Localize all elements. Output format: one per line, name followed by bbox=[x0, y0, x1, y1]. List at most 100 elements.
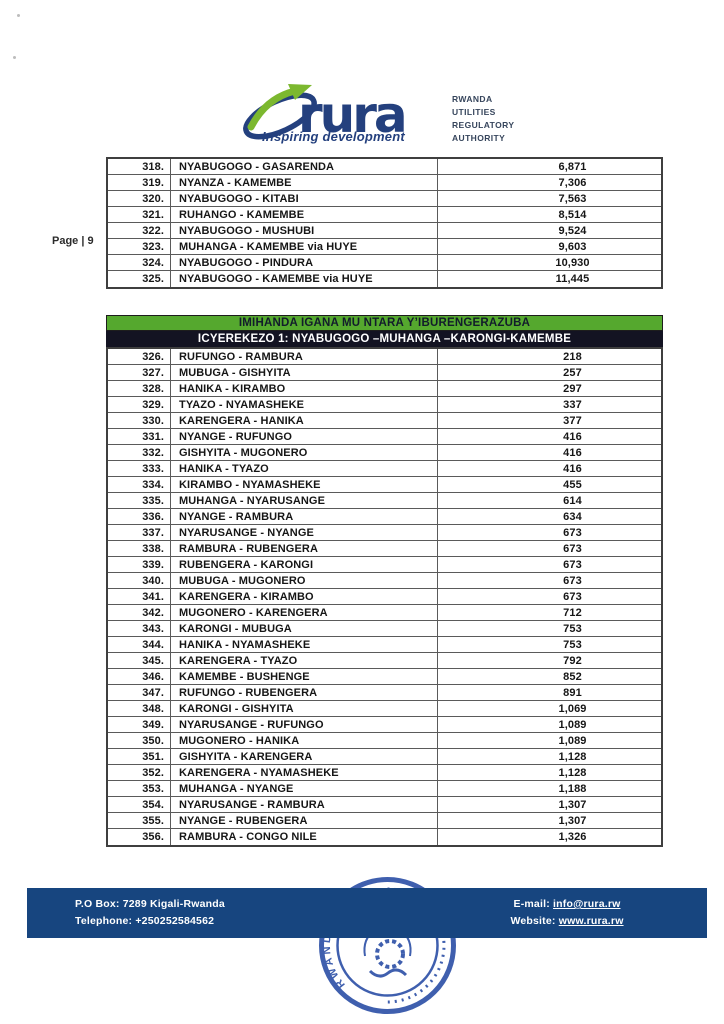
route-name: NYANGE - RAMBURA bbox=[171, 509, 438, 524]
table-row: 356. RAMBURA - CONGO NILE 1,326 bbox=[108, 829, 661, 845]
table-row: 334. KIRAMBO - NYAMASHEKE 455 bbox=[108, 477, 661, 493]
route-name: GISHYITA - KARENGERA bbox=[171, 749, 438, 764]
fare-value: 377 bbox=[563, 414, 582, 427]
table-row: 328. HANIKA - KIRAMBO 297 bbox=[108, 381, 661, 397]
row-number: 344. bbox=[108, 637, 171, 652]
org-name-block: RWANDA UTILITIES REGULATORY AUTHORITY bbox=[452, 93, 514, 145]
org-line: REGULATORY bbox=[452, 120, 515, 130]
table-row: 349. NYARUSANGE - RUFUNGO 1,089 bbox=[108, 717, 661, 733]
route-name: NYARUSANGE - RAMBURA bbox=[171, 797, 438, 812]
row-number: 354. bbox=[108, 797, 171, 812]
row-number: 339. bbox=[108, 557, 171, 572]
row-number: 322. bbox=[108, 223, 171, 238]
fare-value: 891 bbox=[563, 686, 582, 699]
fare-table-west-province: 326. RUFUNGO - RAMBURA 218 327. MUBUGA -… bbox=[106, 347, 663, 847]
route-name: RUBENGERA - KARONGI bbox=[171, 557, 438, 572]
fare-value: 852 bbox=[563, 670, 582, 683]
email-link[interactable]: info@rura.rw bbox=[553, 898, 621, 910]
route-name: HANIKA - KIRAMBO bbox=[171, 381, 438, 396]
table-row: 348. KARONGI - GISHYITA 1,069 bbox=[108, 701, 661, 717]
route-name: KARENGERA - HANIKA bbox=[171, 413, 438, 428]
footer-web-block: E-mail: info@rura.rw Website: www.rura.r… bbox=[467, 896, 667, 930]
table-row: 322. NYABUGOGO - MUSHUBI 9,524 bbox=[108, 223, 661, 239]
route-name: MUHANGA - KAMEMBE via HUYE bbox=[171, 239, 438, 254]
row-number: 334. bbox=[108, 477, 171, 492]
table-row: 325. NYABUGOGO - KAMEMBE via HUYE 11,445 bbox=[108, 271, 661, 287]
row-number: 319. bbox=[108, 175, 171, 190]
row-number: 332. bbox=[108, 445, 171, 460]
fare-value: 673 bbox=[563, 574, 582, 587]
fare-value: 673 bbox=[563, 558, 582, 571]
org-line: AUTHORITY bbox=[452, 133, 506, 143]
route-name: NYABUGOGO - KAMEMBE via HUYE bbox=[171, 271, 438, 287]
fare-value: 1,128 bbox=[558, 766, 587, 779]
table-row: 323. MUHANGA - KAMEMBE via HUYE 9,603 bbox=[108, 239, 661, 255]
route-name: NYANZA - KAMEMBE bbox=[171, 175, 438, 190]
route-name: MUBUGA - MUGONERO bbox=[171, 573, 438, 588]
fare-value: 416 bbox=[563, 430, 582, 443]
fare-value: 416 bbox=[563, 462, 582, 475]
row-number: 325. bbox=[108, 271, 171, 287]
route-name: KARONGI - MUBUGA bbox=[171, 621, 438, 636]
fare-value: 673 bbox=[563, 542, 582, 555]
row-number: 331. bbox=[108, 429, 171, 444]
table-row: 337. NYARUSANGE - NYANGE 673 bbox=[108, 525, 661, 541]
fare-value: 614 bbox=[563, 494, 582, 507]
rura-logo: rura bbox=[243, 84, 408, 142]
route-name: KARONGI - GISHYITA bbox=[171, 701, 438, 716]
table-row: 352. KARENGERA - NYAMASHEKE 1,128 bbox=[108, 765, 661, 781]
table-row: 342. MUGONERO - KARENGERA 712 bbox=[108, 605, 661, 621]
row-number: 352. bbox=[108, 765, 171, 780]
fare-value: 11,445 bbox=[555, 273, 590, 285]
region-section-header: IMIHANDA IGANA MU NTARA Y’IBURENGERAZUBA bbox=[106, 315, 663, 331]
row-number: 348. bbox=[108, 701, 171, 716]
route-name: TYAZO - NYAMASHEKE bbox=[171, 397, 438, 412]
row-number: 328. bbox=[108, 381, 171, 396]
fare-value: 1,307 bbox=[558, 814, 587, 827]
route-name: NYABUGOGO - MUSHUBI bbox=[171, 223, 438, 238]
row-number: 323. bbox=[108, 239, 171, 254]
row-number: 355. bbox=[108, 813, 171, 828]
fare-value: 1,307 bbox=[558, 798, 587, 811]
org-line: UTILITIES bbox=[452, 107, 496, 117]
route-name: KARENGERA - NYAMASHEKE bbox=[171, 765, 438, 780]
route-name: MUHANGA - NYARUSANGE bbox=[171, 493, 438, 508]
route-name: RUFUNGO - RUBENGERA bbox=[171, 685, 438, 700]
fare-value: 792 bbox=[563, 654, 582, 667]
fare-value: 1,089 bbox=[558, 734, 587, 747]
page-number-label: Page | 9 bbox=[52, 235, 94, 247]
table-row: 339. RUBENGERA - KARONGI 673 bbox=[108, 557, 661, 573]
fare-value: 218 bbox=[563, 350, 582, 363]
row-number: 345. bbox=[108, 653, 171, 668]
table-row: 326. RUFUNGO - RAMBURA 218 bbox=[108, 349, 661, 365]
fare-value: 8,514 bbox=[558, 208, 587, 221]
route-name: MUGONERO - HANIKA bbox=[171, 733, 438, 748]
row-number: 349. bbox=[108, 717, 171, 732]
website-link[interactable]: www.rura.rw bbox=[558, 915, 624, 927]
row-number: 333. bbox=[108, 461, 171, 476]
fare-value: 297 bbox=[563, 382, 582, 395]
table-row: 336. NYANGE - RAMBURA 634 bbox=[108, 509, 661, 525]
footer-contact-block: P.O Box: 7289 Kigali-Rwanda Telephone: +… bbox=[75, 896, 225, 930]
route-name: RAMBURA - RUBENGERA bbox=[171, 541, 438, 556]
row-number: 335. bbox=[108, 493, 171, 508]
fare-value: 337 bbox=[563, 398, 582, 411]
table-row: 350. MUGONERO - HANIKA 1,089 bbox=[108, 733, 661, 749]
footer-bar: P.O Box: 7289 Kigali-Rwanda Telephone: +… bbox=[27, 888, 707, 938]
route-name: KARENGERA - KIRAMBO bbox=[171, 589, 438, 604]
row-number: 343. bbox=[108, 621, 171, 636]
fare-value: 634 bbox=[563, 510, 582, 523]
row-number: 342. bbox=[108, 605, 171, 620]
row-number: 347. bbox=[108, 685, 171, 700]
row-number: 341. bbox=[108, 589, 171, 604]
fare-value: 10,930 bbox=[555, 256, 590, 269]
table-row: 332. GISHYITA - MUGONERO 416 bbox=[108, 445, 661, 461]
route-name: NYABUGOGO - GASARENDA bbox=[171, 159, 438, 174]
route-name: NYANGE - RUFUNGO bbox=[171, 429, 438, 444]
table-row: 354. NYARUSANGE - RAMBURA 1,307 bbox=[108, 797, 661, 813]
brand-wordmark: rura bbox=[298, 86, 405, 142]
route-name: MUBUGA - GISHYITA bbox=[171, 365, 438, 380]
table-row: 346. KAMEMBE - BUSHENGE 852 bbox=[108, 669, 661, 685]
table-row: 319. NYANZA - KAMEMBE 7,306 bbox=[108, 175, 661, 191]
row-number: 327. bbox=[108, 365, 171, 380]
